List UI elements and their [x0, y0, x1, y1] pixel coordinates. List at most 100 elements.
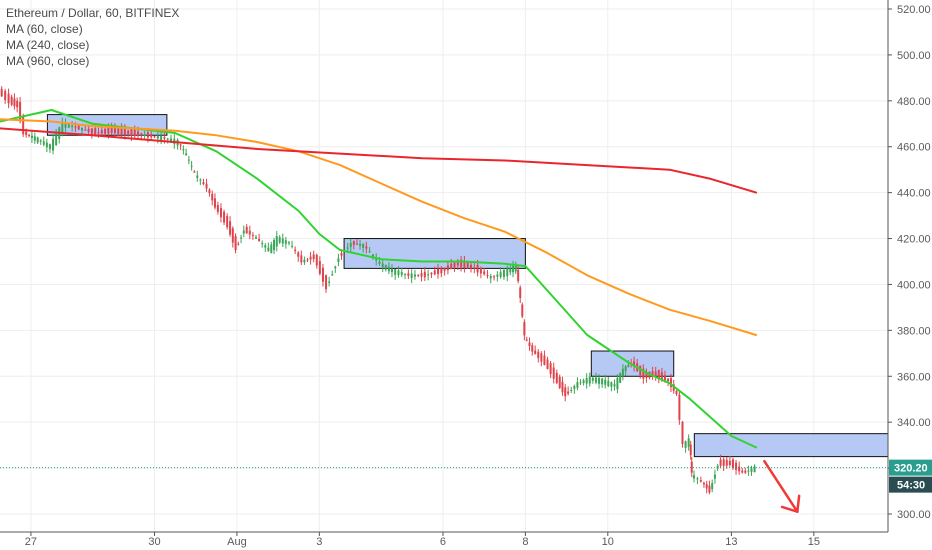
- candle-body: [84, 129, 87, 131]
- y-tick-label: 300.00: [897, 509, 931, 521]
- candle-body: [486, 274, 489, 276]
- candle-body: [699, 480, 702, 482]
- candle-body: [160, 135, 163, 141]
- candle-body: [684, 441, 687, 448]
- candle-body: [509, 268, 512, 273]
- candle-body: [179, 144, 182, 146]
- x-tick-label: 6: [440, 536, 446, 548]
- candle-body: [473, 267, 476, 269]
- candle-body: [287, 242, 290, 244]
- candle-body: [199, 179, 202, 181]
- y-tick-label: 500.00: [897, 50, 931, 62]
- symbol-title[interactable]: Ethereum / Dollar, 60, BITFINEX: [6, 6, 180, 20]
- candle-body: [387, 266, 390, 272]
- candle-body: [87, 128, 90, 132]
- candle-body: [270, 244, 273, 253]
- candle-body: [166, 138, 169, 140]
- candle-body: [77, 125, 80, 130]
- candle-body: [433, 270, 436, 275]
- candle-body: [229, 221, 232, 235]
- candle-body: [318, 261, 321, 274]
- chart-legend: Ethereum / Dollar, 60, BITFINEX MA (60, …: [6, 5, 179, 69]
- candle-body: [711, 482, 714, 490]
- candle-body: [708, 485, 711, 493]
- candle-body: [582, 380, 585, 384]
- candle-body: [675, 390, 678, 395]
- candle-body: [55, 132, 58, 146]
- candle-body: [514, 263, 517, 272]
- candle-body: [196, 175, 199, 178]
- candle-body: [512, 265, 515, 273]
- candle-body: [616, 377, 619, 390]
- candle-body: [645, 372, 648, 378]
- candle-body: [19, 101, 22, 122]
- candle-body: [381, 263, 384, 268]
- zone-box: [590, 350, 675, 377]
- candle-body: [521, 304, 524, 317]
- indicator-ma60[interactable]: MA (60, close): [6, 22, 83, 36]
- x-tick-label: 8: [522, 536, 528, 548]
- candle-body: [30, 135, 33, 139]
- candle-body: [558, 376, 561, 388]
- candle-body: [130, 128, 133, 136]
- candle-body: [71, 125, 74, 128]
- candle-body: [469, 264, 472, 269]
- candle-body: [25, 131, 28, 136]
- ma-line-2: [0, 127, 758, 194]
- candle-body: [74, 126, 77, 128]
- candle-body: [417, 274, 420, 276]
- candle-body: [120, 127, 123, 135]
- candle-body: [446, 265, 449, 271]
- candle-body: [378, 261, 381, 264]
- candle-body: [22, 116, 25, 135]
- last-price-value: 320.20: [894, 463, 928, 475]
- candle-body: [384, 264, 387, 270]
- candle-body: [394, 269, 397, 275]
- candle-body: [619, 373, 622, 383]
- candle-body: [334, 266, 337, 269]
- candle-body: [123, 128, 126, 135]
- ma-line-0: [0, 109, 758, 449]
- candle-body: [573, 386, 576, 389]
- candle-body: [552, 367, 555, 379]
- candle-body: [291, 245, 294, 247]
- candle-body: [208, 189, 211, 194]
- candle-body: [170, 138, 173, 143]
- candle-body: [466, 262, 469, 269]
- candle-body: [567, 391, 570, 394]
- ma-line-1: [0, 118, 758, 336]
- projection-arrow-head: [796, 494, 801, 513]
- candle-body: [639, 365, 642, 376]
- candle-body: [226, 216, 229, 228]
- candle-body: [404, 273, 407, 275]
- candle-body: [245, 226, 248, 234]
- indicator-ma240[interactable]: MA (240, close): [6, 38, 90, 52]
- candle-body: [722, 459, 725, 466]
- candle-body: [420, 273, 423, 277]
- candle-body: [10, 96, 13, 105]
- candle-body: [267, 247, 270, 252]
- candle-body: [651, 371, 654, 377]
- candle-body: [273, 240, 276, 251]
- candle-body: [278, 237, 281, 243]
- candle-body: [692, 475, 695, 479]
- x-tick-label: 10: [602, 536, 614, 548]
- candle-body: [264, 245, 267, 248]
- projection-arrow-shaft: [763, 459, 799, 513]
- candle-body: [561, 381, 564, 393]
- candle-body: [153, 136, 156, 138]
- candle-body: [359, 243, 362, 246]
- candle-body: [437, 268, 440, 274]
- x-tick-label: 27: [25, 536, 37, 548]
- candle-body: [193, 171, 196, 173]
- candle-body: [450, 263, 453, 270]
- x-tick-label: 30: [148, 536, 160, 548]
- indicator-ma960[interactable]: MA (960, close): [6, 54, 90, 68]
- candle-body: [678, 394, 681, 420]
- candle-body: [349, 242, 352, 247]
- candle-body: [564, 387, 567, 397]
- zone-box: [693, 433, 889, 458]
- candle-body: [340, 253, 343, 256]
